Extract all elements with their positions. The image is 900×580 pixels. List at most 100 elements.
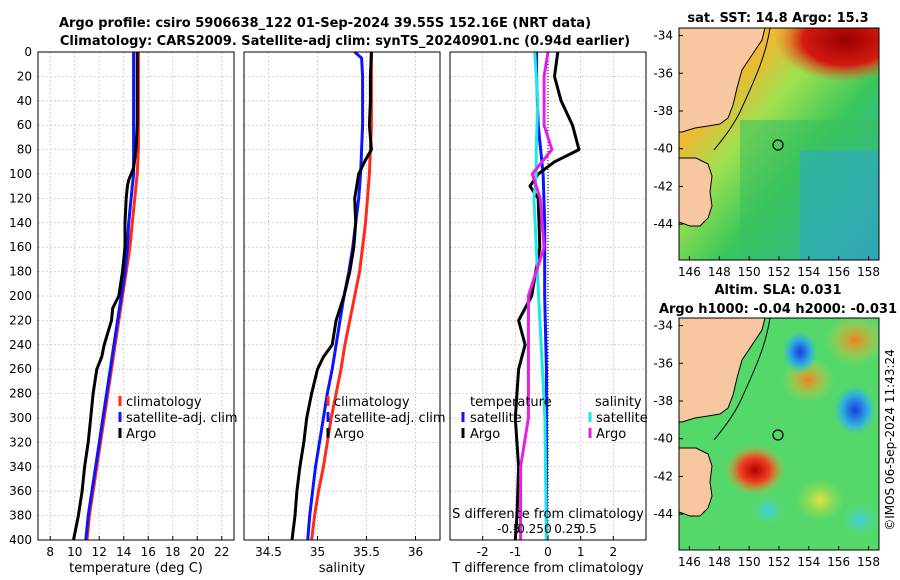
map-x-tick-label: 156 <box>827 555 850 569</box>
map-x-tick-label: 154 <box>797 265 820 279</box>
legend-title-temperature: temperature <box>470 395 552 410</box>
sla-eddy-orange <box>825 318 879 365</box>
sla-eddy-red <box>725 445 785 495</box>
y-tick-label: 340 <box>9 460 32 474</box>
x-tick-label: 36 <box>408 545 423 559</box>
map-x-tick-label: 158 <box>857 555 880 569</box>
map-y-tick-label: -44 <box>653 507 673 521</box>
sla-eddy-cyan <box>750 494 786 526</box>
y-tick-label: 80 <box>17 143 32 157</box>
map-x-tick-label: 156 <box>827 265 850 279</box>
sla-eddy-cyan-2 <box>840 502 879 538</box>
sla-isobath <box>713 318 771 441</box>
y-tick-label: 240 <box>9 338 32 352</box>
sla-map-title2: Argo h1000: -0.04 h2000: -0.031 <box>659 302 897 317</box>
legend-title-salinity: salinity <box>595 395 642 410</box>
y-tick-label: 380 <box>9 509 32 523</box>
map-y-tick-label: -36 <box>653 66 673 80</box>
y-tick-label: 140 <box>9 216 32 230</box>
sla-land-mainland <box>679 318 766 423</box>
y-tick-label: 320 <box>9 435 32 449</box>
map-x-tick-label: 148 <box>708 265 731 279</box>
sla-eddy-blue <box>782 330 818 374</box>
legend-label: satellite <box>470 411 522 426</box>
map-y-tick-label: -40 <box>653 432 673 446</box>
map-y-tick-label: -38 <box>653 104 673 118</box>
x-tick-label: -1 <box>509 545 521 559</box>
y-tick-label: 0 <box>24 45 32 59</box>
y-tick-label: 180 <box>9 265 32 279</box>
legend-label: satellite-adj. clim <box>126 411 238 426</box>
y-tick-label: 360 <box>9 484 32 498</box>
sst-land-mainland <box>679 28 766 133</box>
series-satellite-adj-clim <box>84 52 136 541</box>
y-tick-label: 60 <box>17 118 32 132</box>
temperature-panel: 8 10 12 14 16 18 20 22 temperature (deg C) 0 20 40 6… <box>9 45 238 576</box>
y-tick-label: 280 <box>9 387 32 401</box>
title-line1: Argo profile: csiro 5906638_122 01-Sep-2… <box>59 16 591 31</box>
legend-label: Argo <box>334 427 364 442</box>
sla-float-marker <box>772 429 784 441</box>
sst-land-tasmania <box>679 157 713 227</box>
y-tick-label: 260 <box>9 362 32 376</box>
difference-panel: -2 -1 0 1 2 T difference from climatology temp… <box>449 51 648 576</box>
map-y-tick-label: -34 <box>653 319 673 333</box>
series-salinity-argo <box>519 51 554 540</box>
x-axis-label: salinity <box>319 561 366 576</box>
map-y-tick-label: -42 <box>653 179 673 193</box>
map-x-tick-label: 150 <box>738 555 761 569</box>
sla-eddy-yellow <box>795 478 845 522</box>
x-tick-label: 16 <box>141 545 156 559</box>
series-argo <box>290 51 373 541</box>
sla-map: Altim. SLA: 0.031 Argo h1000: -0.04 h200… <box>653 283 897 569</box>
legend-label: satellite <box>596 411 648 426</box>
legend-label: climatology <box>334 395 410 410</box>
panel-frame <box>37 51 235 541</box>
x-axis-label: T difference from climatology <box>451 561 644 576</box>
legend-label: Argo <box>596 427 626 442</box>
sla-map-title1: Altim. SLA: 0.031 <box>715 283 842 298</box>
x-tick-label: 22 <box>214 545 229 559</box>
x-tick-label: 35 <box>310 545 325 559</box>
x2-tick-label: -0.25 <box>513 522 544 536</box>
panel-frame <box>243 51 441 541</box>
map-x-tick-label: 146 <box>678 265 701 279</box>
x2-tick-label: 0.5 <box>578 522 597 536</box>
map-y-tick-label: -38 <box>653 394 673 408</box>
x2-tick-label: -0.5 <box>497 522 520 536</box>
sst-map: sat. SST: 14.8 Argo: 15.3 146 148 150 152 15… <box>653 11 880 279</box>
map-y-tick-label: -44 <box>653 217 673 231</box>
sst-isobath <box>713 28 771 151</box>
y-tick-label: 40 <box>17 94 32 108</box>
sla-eddy-blue-2 <box>833 384 877 436</box>
legend-label: satellite-adj. clim <box>334 411 446 426</box>
y-tick-label: 220 <box>9 313 32 327</box>
series-argo <box>72 52 139 541</box>
y-tick-label: 200 <box>9 289 32 303</box>
x2-tick-label: 0 <box>544 522 552 536</box>
x-tick-label: 20 <box>190 545 205 559</box>
x-tick-label: 8 <box>46 545 54 559</box>
x-tick-label: 0 <box>544 545 552 559</box>
map-x-tick-label: 152 <box>768 555 791 569</box>
x-tick-label: 1 <box>577 545 585 559</box>
sst-map-title: sat. SST: 14.8 Argo: 15.3 <box>687 11 868 26</box>
legend-label: Argo <box>126 427 156 442</box>
map-x-tick-label: 158 <box>857 265 880 279</box>
y-tick-label: 100 <box>9 167 32 181</box>
map-x-tick-label: 154 <box>797 555 820 569</box>
map-y-tick-label: -40 <box>653 142 673 156</box>
y-tick-label: 20 <box>17 69 32 83</box>
credit-text: ©IMOS 06-Sep-2024 11:43:24 <box>883 349 897 531</box>
x-tick-label: 12 <box>92 545 107 559</box>
sla-land-tasmania <box>679 447 713 517</box>
map-x-tick-label: 150 <box>738 265 761 279</box>
map-x-tick-label: 152 <box>768 265 791 279</box>
y-tick-label: 400 <box>9 533 32 547</box>
x-axis-label: temperature (deg C) <box>69 561 203 576</box>
map-y-tick-label: -36 <box>653 356 673 370</box>
sst-warm-core <box>775 28 879 82</box>
x-tick-label: 10 <box>67 545 82 559</box>
salinity-panel: 34.5 35 35.5 36 salinity climatologysatellite… <box>243 50 446 576</box>
